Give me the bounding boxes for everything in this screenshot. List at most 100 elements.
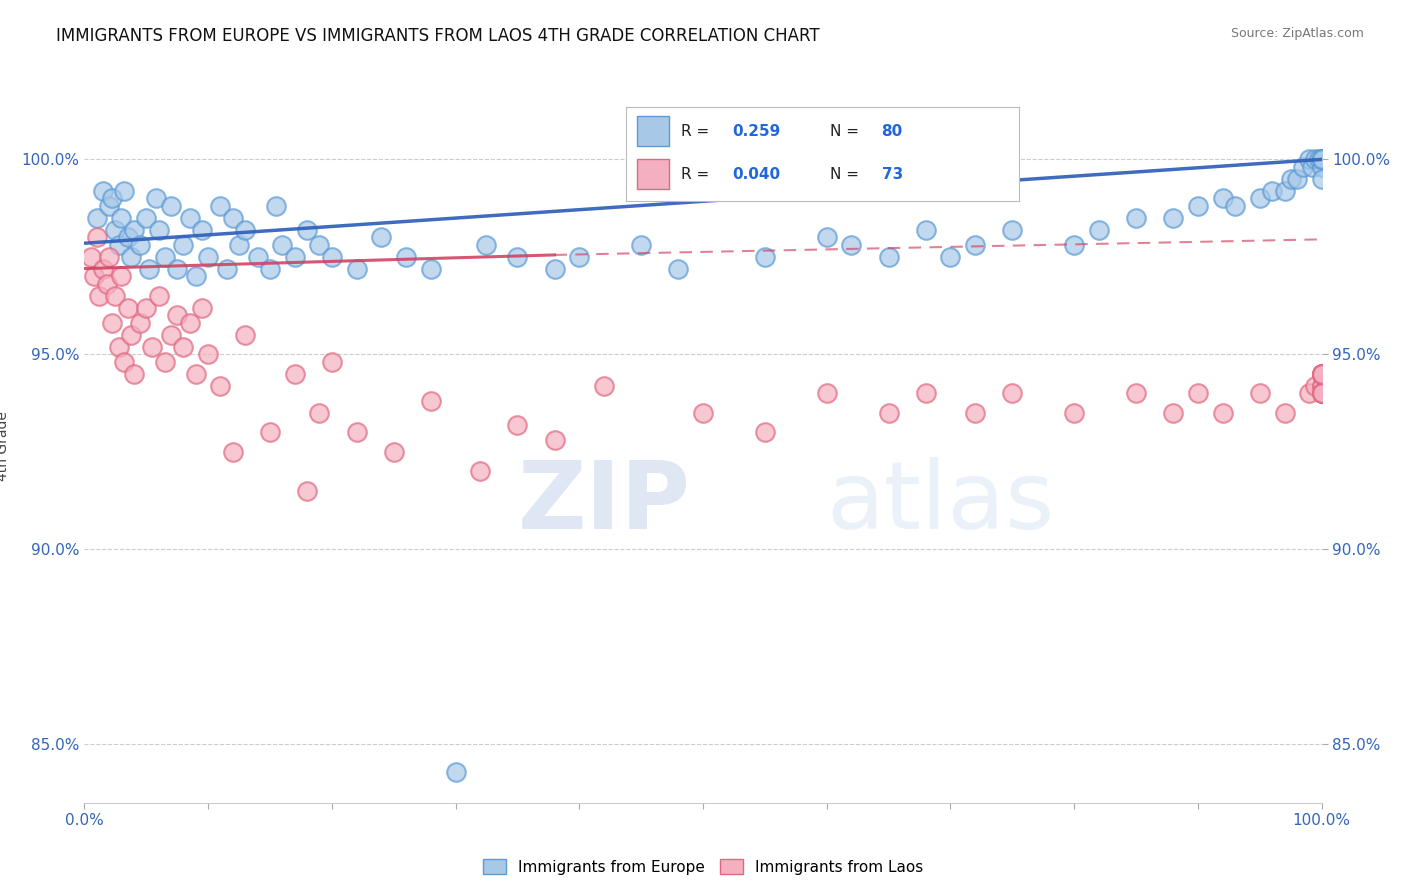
Point xyxy=(184,269,207,284)
Point xyxy=(120,250,142,264)
Point xyxy=(295,222,318,236)
Point xyxy=(222,211,245,225)
Point xyxy=(1274,406,1296,420)
Point xyxy=(1310,386,1333,401)
Point xyxy=(110,269,132,284)
Point xyxy=(184,367,207,381)
Point xyxy=(91,261,114,276)
Point xyxy=(179,316,201,330)
Point xyxy=(86,211,108,225)
Point xyxy=(1310,367,1333,381)
Point xyxy=(1249,386,1271,401)
Point xyxy=(1279,172,1302,186)
Point xyxy=(197,347,219,361)
Point xyxy=(346,261,368,276)
Point xyxy=(1310,172,1333,186)
Point xyxy=(877,406,900,420)
Point xyxy=(1305,378,1327,392)
Point xyxy=(1310,367,1333,381)
Point xyxy=(395,250,418,264)
Point xyxy=(1187,199,1209,213)
Point xyxy=(1125,386,1147,401)
Point xyxy=(160,327,183,342)
Point xyxy=(346,425,368,440)
Point xyxy=(228,238,250,252)
Point xyxy=(543,433,565,447)
Point xyxy=(120,327,142,342)
Point xyxy=(284,367,307,381)
Point xyxy=(209,378,232,392)
Text: IMMIGRANTS FROM EUROPE VS IMMIGRANTS FROM LAOS 4TH GRADE CORRELATION CHART: IMMIGRANTS FROM EUROPE VS IMMIGRANTS FRO… xyxy=(56,27,820,45)
Point xyxy=(939,250,962,264)
Point xyxy=(1310,367,1333,381)
Point xyxy=(1310,386,1333,401)
Point xyxy=(108,238,131,252)
Text: 80: 80 xyxy=(882,124,903,139)
Point xyxy=(100,316,122,330)
Point xyxy=(914,222,936,236)
Point xyxy=(1001,222,1024,236)
Point xyxy=(166,309,188,323)
Point xyxy=(815,386,838,401)
Point xyxy=(141,340,163,354)
Point xyxy=(79,250,101,264)
Point xyxy=(117,230,139,244)
Point xyxy=(1310,367,1333,381)
Point xyxy=(83,269,105,284)
Point xyxy=(1298,153,1320,167)
Point xyxy=(122,222,145,236)
Point xyxy=(692,406,714,420)
Point xyxy=(1274,184,1296,198)
Point xyxy=(179,211,201,225)
Point xyxy=(264,199,287,213)
Point xyxy=(308,238,330,252)
Point xyxy=(172,238,194,252)
Legend: Immigrants from Europe, Immigrants from Laos: Immigrants from Europe, Immigrants from … xyxy=(477,853,929,880)
Text: 0.259: 0.259 xyxy=(733,124,780,139)
Point xyxy=(1310,378,1333,392)
Text: N =: N = xyxy=(831,124,865,139)
Point xyxy=(630,238,652,252)
Point xyxy=(1310,367,1333,381)
Text: 73: 73 xyxy=(882,167,903,182)
Point xyxy=(135,301,157,315)
Point xyxy=(1310,367,1333,381)
Point xyxy=(1223,199,1246,213)
Point xyxy=(419,394,441,409)
Point xyxy=(1310,378,1333,392)
Bar xyxy=(637,160,669,189)
Point xyxy=(841,238,863,252)
Point xyxy=(153,355,176,369)
Point xyxy=(1001,386,1024,401)
Point xyxy=(1125,211,1147,225)
Point xyxy=(96,277,118,292)
Point xyxy=(129,316,152,330)
Point xyxy=(914,386,936,401)
Point xyxy=(104,222,127,236)
Point xyxy=(1308,153,1330,167)
Point xyxy=(370,230,392,244)
Point xyxy=(1310,153,1333,167)
Point xyxy=(1249,191,1271,205)
Y-axis label: 4th Grade: 4th Grade xyxy=(0,411,10,481)
Point xyxy=(148,289,170,303)
Point xyxy=(308,406,330,420)
Point xyxy=(1088,222,1111,236)
Point xyxy=(98,199,121,213)
Point xyxy=(160,199,183,213)
Point xyxy=(877,250,900,264)
Point xyxy=(153,250,176,264)
Point xyxy=(110,211,132,225)
Point xyxy=(108,340,131,354)
Point xyxy=(506,417,529,432)
Point xyxy=(138,261,160,276)
Point xyxy=(246,250,269,264)
Point xyxy=(1310,386,1333,401)
Point xyxy=(965,406,987,420)
Point xyxy=(754,250,776,264)
Point xyxy=(209,199,232,213)
Point xyxy=(117,301,139,315)
Point xyxy=(666,261,689,276)
Point xyxy=(419,261,441,276)
Point xyxy=(1298,386,1320,401)
